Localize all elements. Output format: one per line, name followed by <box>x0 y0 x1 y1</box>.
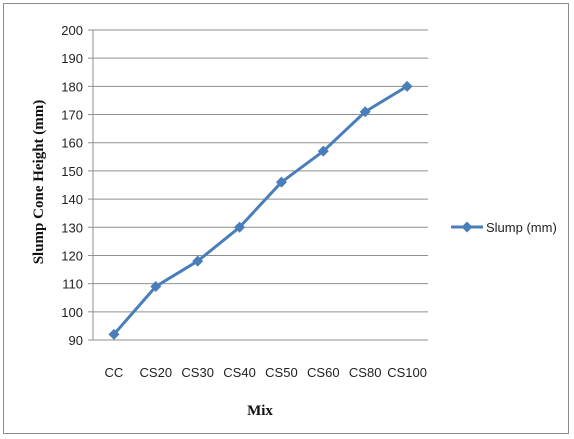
x-tick-label: CC <box>105 365 124 380</box>
axes <box>92 30 428 341</box>
x-tick-label: CS20 <box>140 365 173 380</box>
series-layer <box>108 80 413 340</box>
data-point <box>275 176 287 188</box>
x-axis-ticks: CC CS20 CS30 CS40 CS50 CS60 CS80 CS100 <box>105 365 427 380</box>
y-tick-label: 90 <box>69 333 83 348</box>
x-tick-label: CS100 <box>387 365 427 380</box>
x-tick-label: CS80 <box>349 365 382 380</box>
data-point <box>150 280 162 292</box>
y-tick-label: 200 <box>61 23 83 38</box>
y-tick-label: 180 <box>61 79 83 94</box>
legend-label: Slump (mm) <box>486 220 557 235</box>
series-line <box>112 85 408 336</box>
y-tick-label: 100 <box>61 305 83 320</box>
y-axis-title: Slump Cone Height (mm) <box>31 100 47 265</box>
data-point <box>401 80 413 92</box>
data-point <box>192 255 204 267</box>
gridlines <box>93 29 428 341</box>
x-axis-title: Mix <box>247 403 273 419</box>
x-tick-label: CS40 <box>223 365 256 380</box>
x-tick-label: CS30 <box>181 365 214 380</box>
y-tick-label: 170 <box>61 108 83 123</box>
y-tick-label: 130 <box>61 220 83 235</box>
y-axis-ticks: 90 100 110 120 130 140 150 160 170 180 190 200 <box>61 23 93 348</box>
data-point <box>317 145 329 157</box>
data-point <box>108 328 120 340</box>
y-tick-label: 140 <box>61 192 83 207</box>
legend-marker <box>461 221 473 233</box>
y-tick-label: 110 <box>62 277 83 292</box>
y-tick-label: 120 <box>61 248 83 263</box>
chart-area <box>3 3 569 434</box>
x-tick-label: CS60 <box>307 365 340 380</box>
data-point <box>234 221 246 233</box>
x-tick-label: CS50 <box>265 365 298 380</box>
y-tick-label: 150 <box>61 164 83 179</box>
y-tick-label: 160 <box>61 136 83 151</box>
legend: Slump (mm) <box>451 220 557 235</box>
y-tick-label: 190 <box>61 51 83 66</box>
data-point <box>359 106 371 118</box>
